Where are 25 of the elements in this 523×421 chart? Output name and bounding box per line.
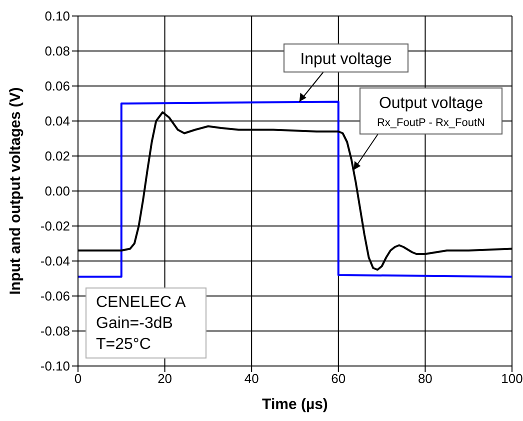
y-tick-label: -0.08: [40, 324, 70, 339]
text: Input voltage: [300, 51, 392, 68]
annotation: Gain=-3dB: [96, 315, 173, 332]
x-tick-label: 40: [244, 371, 259, 386]
x-axis-title: Time (µs): [262, 396, 328, 413]
annotation: CENELEC A: [96, 294, 186, 311]
y-tick-label: -0.04: [40, 254, 70, 269]
y-tick-label: 0.02: [44, 148, 70, 164]
y-tick-label: -0.10: [40, 358, 70, 374]
annotation: Rx_FoutP - Rx_FoutN: [376, 117, 486, 129]
x-tick-label: 60: [331, 371, 346, 386]
y-axis-title: Input and output voltages (V): [7, 87, 24, 295]
text: Output voltage: [378, 95, 484, 112]
x-tick-label: 0: [74, 371, 82, 386]
y-tick-label: -0.06: [40, 288, 70, 304]
y-tick-label: 0.06: [44, 78, 70, 94]
annotation: T=25°C: [96, 336, 151, 353]
x-tick-label: 80: [418, 371, 432, 386]
y-tick-label: 0.04: [44, 114, 70, 129]
y-tick-label: 0.00: [44, 184, 70, 199]
y-tick-label: 0.10: [44, 8, 70, 24]
y-tick-label: -0.02: [40, 218, 70, 234]
x-tick-label: 100: [501, 371, 523, 386]
x-tick-label: 20: [158, 371, 172, 386]
y-tick-label: 0.08: [44, 44, 70, 59]
